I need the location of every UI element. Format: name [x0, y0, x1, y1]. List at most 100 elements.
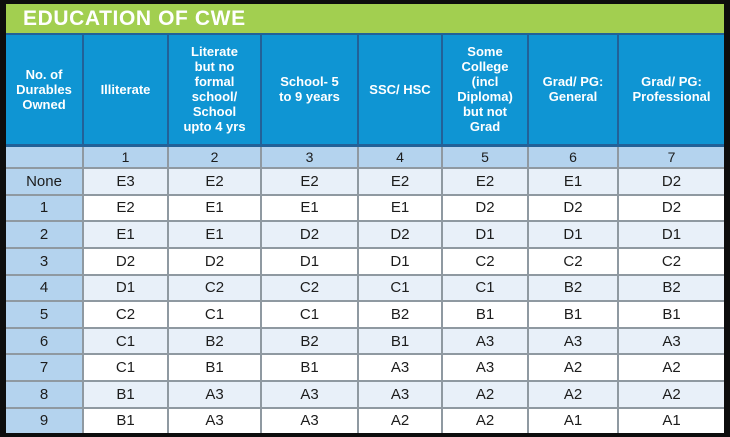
sec-cell: D2 — [260, 220, 359, 249]
row-label: 9 — [6, 406, 84, 433]
sec-cell: D2 — [167, 246, 262, 276]
sec-cell: C1 — [260, 300, 359, 329]
table-row: 3 D2 D2 D1 D1 C2 C2 C2 — [6, 246, 724, 276]
sec-cell: A3 — [441, 326, 529, 356]
sec-cell: C1 — [441, 273, 529, 303]
sec-cell: D1 — [357, 246, 443, 276]
sec-cell: C1 — [82, 353, 169, 382]
table-row: 7 C1 B1 B1 A3 A3 A2 A2 — [6, 353, 724, 382]
sec-cell: C2 — [260, 273, 359, 303]
column-header: School- 5 to 9 years — [260, 35, 359, 147]
sec-cell: A2 — [441, 380, 529, 409]
sec-cell: A2 — [441, 406, 529, 433]
sec-cell: E2 — [441, 167, 529, 196]
sec-cell: D2 — [617, 167, 724, 196]
sec-cell: A3 — [527, 326, 619, 356]
sec-cell: A2 — [357, 406, 443, 433]
sec-cell: E1 — [527, 167, 619, 196]
sec-cell: C1 — [167, 300, 262, 329]
sec-cell: B1 — [617, 300, 724, 329]
sec-cell: D1 — [617, 220, 724, 249]
column-header: Grad/ PG: Professional — [617, 35, 724, 147]
column-number: 6 — [527, 144, 619, 169]
sec-cell: E2 — [260, 167, 359, 196]
row-label: 5 — [6, 300, 84, 329]
sec-cell: B1 — [357, 326, 443, 356]
corner-empty-cell — [6, 144, 84, 169]
sec-cell: D2 — [617, 193, 724, 223]
column-number: 7 — [617, 144, 724, 169]
column-header: SSC/ HSC — [357, 35, 443, 147]
row-label: 6 — [6, 326, 84, 356]
sec-cell: E2 — [357, 167, 443, 196]
corner-header: No. of Durables Owned — [6, 35, 84, 147]
table-row: 9 B1 A3 A3 A2 A2 A1 A1 — [6, 406, 724, 433]
sec-cell: C2 — [527, 246, 619, 276]
sec-cell: A2 — [527, 380, 619, 409]
row-label: 8 — [6, 380, 84, 409]
page-title: EDUCATION OF CWE — [6, 4, 724, 35]
sec-cell: E1 — [82, 220, 169, 249]
column-header: Some College (incl Diploma) but not Grad — [441, 35, 529, 147]
sec-cell: D1 — [82, 273, 169, 303]
row-label: None — [6, 167, 84, 196]
table-row: 4 D1 C2 C2 C1 C1 B2 B2 — [6, 273, 724, 303]
sec-cell: D2 — [357, 220, 443, 249]
sec-cell: D1 — [260, 246, 359, 276]
sec-cell: E1 — [357, 193, 443, 223]
table-row: 5 C2 C1 C1 B2 B1 B1 B1 — [6, 300, 724, 329]
sec-cell: B2 — [357, 300, 443, 329]
sec-table-body: No. of Durables Owned Illiterate Literate … — [6, 35, 724, 433]
sec-cell: E1 — [167, 220, 262, 249]
row-label: 3 — [6, 246, 84, 276]
sec-cell: D1 — [441, 220, 529, 249]
table-row: 2 E1 E1 D2 D2 D1 D1 D1 — [6, 220, 724, 249]
sec-cell: B2 — [527, 273, 619, 303]
sec-cell: C2 — [82, 300, 169, 329]
row-label: 7 — [6, 353, 84, 382]
row-label: 2 — [6, 220, 84, 249]
table-row: 1 E2 E1 E1 E1 D2 D2 D2 — [6, 193, 724, 223]
table-row: 6 C1 B2 B2 B1 A3 A3 A3 — [6, 326, 724, 356]
sec-cell: A3 — [617, 326, 724, 356]
column-header: Illiterate — [82, 35, 169, 147]
sec-cell: E1 — [260, 193, 359, 223]
header-row: No. of Durables Owned Illiterate Literate … — [6, 35, 724, 147]
sec-cell: C2 — [441, 246, 529, 276]
sec-cell: E2 — [82, 193, 169, 223]
table-row: None E3 E2 E2 E2 E2 E1 D2 — [6, 167, 724, 196]
sec-cell: B1 — [260, 353, 359, 382]
sec-cell: B1 — [527, 300, 619, 329]
sec-cell: A2 — [617, 380, 724, 409]
row-label: 4 — [6, 273, 84, 303]
sec-cell: B2 — [617, 273, 724, 303]
sec-cell: E1 — [167, 193, 262, 223]
sec-cell: B1 — [167, 353, 262, 382]
sec-cell: E2 — [167, 167, 262, 196]
column-number: 5 — [441, 144, 529, 169]
column-number: 2 — [167, 144, 262, 169]
column-number: 1 — [82, 144, 169, 169]
sec-cell: D2 — [527, 193, 619, 223]
sec-cell: A3 — [167, 406, 262, 433]
column-number: 3 — [260, 144, 359, 169]
sec-cell: D1 — [527, 220, 619, 249]
sec-cell: A2 — [527, 353, 619, 382]
row-label: 1 — [6, 193, 84, 223]
sec-cell: D2 — [441, 193, 529, 223]
column-number: 4 — [357, 144, 443, 169]
sec-cell: B2 — [260, 326, 359, 356]
sec-cell: B1 — [82, 380, 169, 409]
sec-cell: C2 — [617, 246, 724, 276]
sec-cell: C1 — [82, 326, 169, 356]
column-header: Grad/ PG: General — [527, 35, 619, 147]
sec-cell: E3 — [82, 167, 169, 196]
column-header: Literate but no formal school/ School up… — [167, 35, 262, 147]
sec-table: No. of Durables Owned Illiterate Literate … — [6, 35, 724, 433]
table-row: 8 B1 A3 A3 A3 A2 A2 A2 — [6, 380, 724, 409]
sec-cell: A3 — [357, 380, 443, 409]
sec-cell: B2 — [167, 326, 262, 356]
sec-cell: C1 — [357, 273, 443, 303]
